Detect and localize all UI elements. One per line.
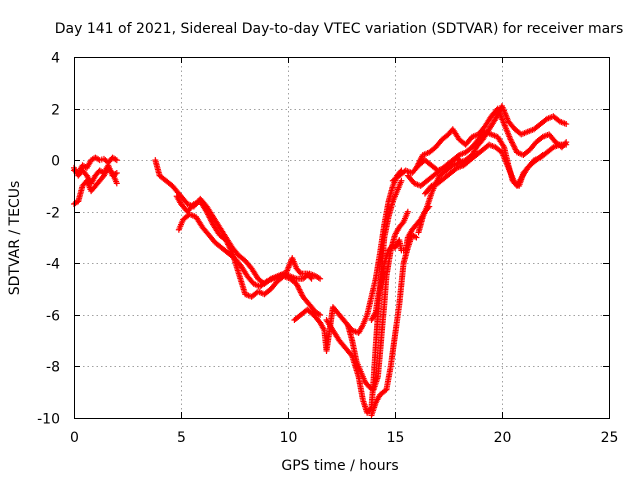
data-point-interp <box>467 153 474 160</box>
data-point <box>113 157 120 164</box>
series-5 <box>173 193 324 318</box>
x-tick-label: 10 <box>280 430 298 446</box>
data-point <box>539 151 546 158</box>
series-6 <box>175 211 315 290</box>
x-tick-label: 5 <box>177 430 186 446</box>
data-point <box>398 177 405 184</box>
y-tick-label: 0 <box>51 154 60 170</box>
series-12 <box>389 102 570 184</box>
y-axis-label: SDTVAR / TECUs <box>7 181 23 296</box>
data-point <box>469 151 476 158</box>
data-point-interp <box>307 274 314 281</box>
series-11 <box>368 231 420 419</box>
x-tick-label: 0 <box>70 430 79 446</box>
data-point <box>113 180 120 187</box>
data-point <box>317 275 324 282</box>
data-point <box>317 311 324 318</box>
x-tick-label: 20 <box>494 430 512 446</box>
data-point-interp <box>296 269 303 276</box>
grid-lines <box>74 57 609 418</box>
x-tick-label: 25 <box>601 430 619 446</box>
data-point <box>563 121 570 128</box>
data-point-interp <box>562 140 569 147</box>
series-3 <box>71 162 120 187</box>
data-marks <box>71 102 570 419</box>
x-axis-label: GPS time / hours <box>281 458 398 474</box>
data-point <box>113 170 120 177</box>
y-tick-label: 2 <box>51 103 60 119</box>
y-tick-label: -4 <box>46 257 60 273</box>
data-point <box>413 234 420 241</box>
series-14 <box>413 105 570 171</box>
y-tick-label: 4 <box>51 51 60 67</box>
y-tick-label: -10 <box>37 412 60 428</box>
y-tick-label: -2 <box>46 206 60 222</box>
data-point <box>404 208 411 215</box>
data-point-interp <box>399 220 406 227</box>
y-tick-label: -6 <box>46 309 60 325</box>
x-tick-label: 15 <box>387 430 405 446</box>
data-point-interp <box>538 153 545 160</box>
data-point <box>563 139 570 146</box>
series-9 <box>344 208 411 393</box>
series-16 <box>415 151 476 236</box>
plot-frame <box>74 57 610 419</box>
chart-title: Day 141 of 2021, Sidereal Day-to-day VTE… <box>55 21 623 37</box>
data-point <box>308 275 315 282</box>
y-tick-label: -8 <box>46 360 60 376</box>
